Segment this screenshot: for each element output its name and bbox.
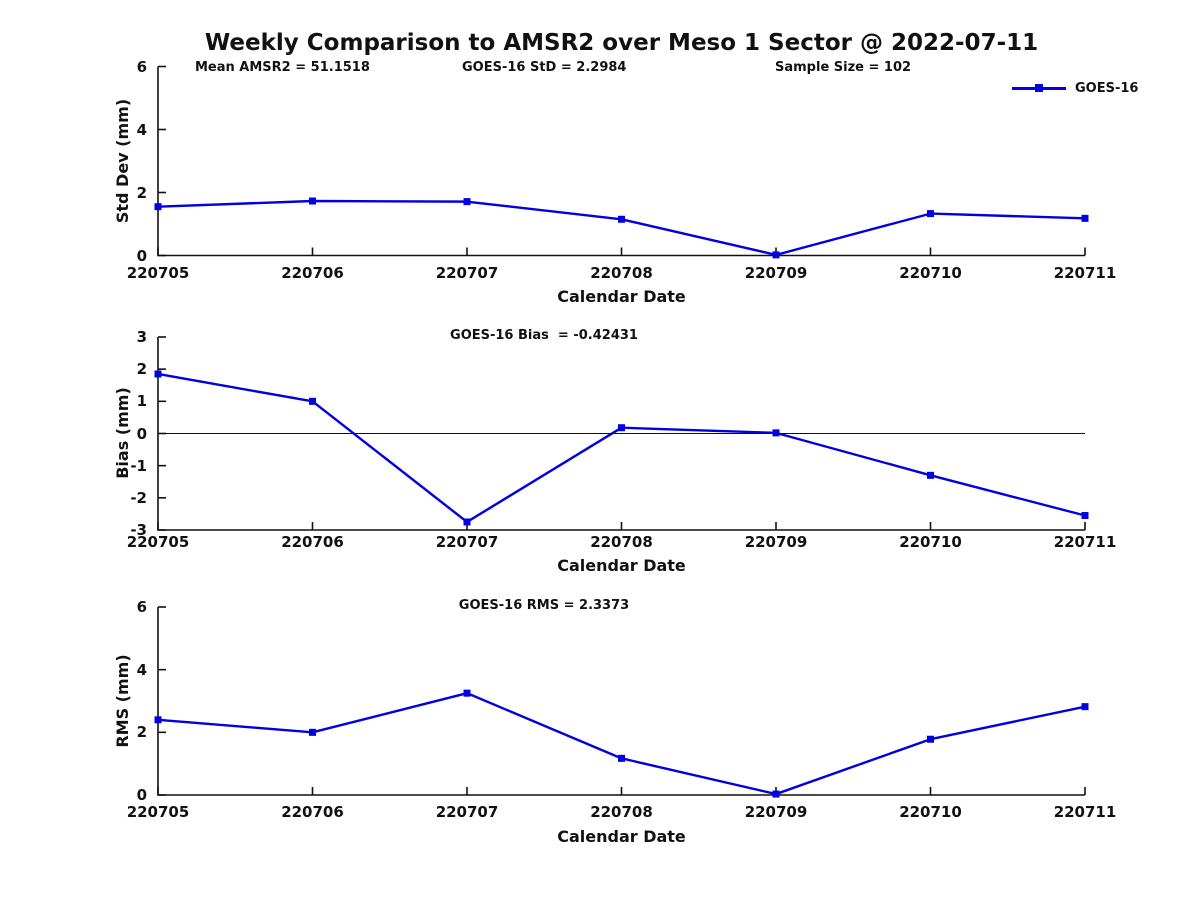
- data-point-marker: [772, 251, 780, 259]
- x-tick-label: 220711: [1053, 803, 1117, 821]
- data-point-marker: [154, 716, 162, 724]
- subplot-2-data-line: [156, 372, 1087, 524]
- x-tick-label: 220709: [744, 533, 808, 551]
- stat-mean-amsr2: Mean AMSR2 = 51.1518: [195, 60, 370, 75]
- data-point-marker: [772, 429, 780, 437]
- stddev-y-axis-label: Std Dev (mm): [113, 98, 132, 224]
- data-point-marker: [309, 197, 316, 205]
- data-point-marker: [463, 198, 471, 206]
- x-tick-label: 220710: [899, 264, 962, 282]
- subplot-3-data-line: [156, 691, 1087, 796]
- bias-subplot-title: GOES-16 Bias = -0.42431: [450, 328, 638, 343]
- x-tick-label: 220706: [281, 264, 344, 282]
- rms-x-axis-label: Calendar Date: [557, 827, 686, 846]
- x-tick-label: 220707: [435, 533, 499, 551]
- subplot-1-data-line: [156, 199, 1087, 257]
- data-point-marker: [309, 397, 316, 405]
- y-tick-label: 0: [136, 786, 147, 804]
- rms-y-axis-label: RMS (mm): [113, 654, 132, 748]
- y-tick-label: -3: [130, 521, 147, 539]
- figure-title: Weekly Comparison to AMSR2 over Meso 1 S…: [204, 30, 1039, 56]
- y-tick-label: 2: [136, 723, 147, 742]
- data-point-marker: [927, 471, 934, 479]
- legend-label: GOES-16: [1075, 80, 1139, 96]
- data-point-marker: [927, 210, 934, 218]
- data-point-marker: [618, 424, 625, 432]
- y-tick-label: 2: [136, 360, 147, 379]
- data-point-marker: [772, 790, 780, 798]
- x-tick-label: 220705: [126, 803, 190, 821]
- data-point-marker: [1081, 512, 1089, 520]
- x-tick-label: 220710: [899, 533, 962, 551]
- bias-x-axis-label: Calendar Date: [557, 556, 686, 575]
- y-tick-label: 6: [136, 598, 147, 616]
- y-tick-label: 3: [136, 328, 147, 346]
- x-tick-label: 220710: [899, 803, 962, 821]
- data-point-marker: [463, 518, 471, 526]
- x-tick-label: 220706: [281, 533, 344, 551]
- data-point-marker: [309, 728, 316, 736]
- legend: GOES-16: [1012, 80, 1138, 96]
- data-point-marker: [1081, 703, 1089, 711]
- stat-sample-size: Sample Size = 102: [775, 60, 912, 75]
- x-tick-label: 220709: [744, 264, 808, 282]
- stat-goes16-std: GOES-16 StD = 2.2984: [462, 60, 627, 75]
- y-tick-label: -1: [130, 456, 147, 475]
- y-tick-label: 2: [136, 183, 147, 202]
- stddev-x-axis-label: Calendar Date: [557, 287, 686, 306]
- legend-line-sample: [1012, 83, 1066, 92]
- y-tick-label: 6: [136, 57, 147, 76]
- x-tick-label: 220711: [1053, 533, 1117, 551]
- data-point-marker: [463, 689, 471, 697]
- x-tick-label: 220705: [126, 264, 190, 282]
- x-tick-label: 220707: [435, 803, 499, 821]
- subplot-1-axes-spines: [157, 66, 1085, 257]
- x-tick-label: 220706: [281, 803, 344, 821]
- y-tick-label: 0: [136, 424, 147, 443]
- x-tick-label: 220708: [590, 533, 653, 551]
- y-tick-label: 1: [136, 392, 147, 411]
- data-point-marker: [618, 754, 625, 762]
- legend-square-marker-icon: [1035, 83, 1043, 92]
- x-tick-label: 220705: [126, 533, 190, 551]
- y-tick-label: 4: [136, 660, 147, 679]
- subplot-3-axes-spines: [157, 607, 1085, 796]
- data-point-marker: [1081, 214, 1089, 222]
- data-point-marker: [927, 735, 934, 743]
- x-tick-label: 220708: [590, 264, 653, 282]
- y-tick-label: 0: [136, 246, 147, 265]
- data-point-marker: [154, 370, 162, 378]
- data-point-marker: [618, 215, 625, 223]
- y-tick-label: -2: [130, 488, 147, 507]
- data-point-marker: [154, 203, 162, 211]
- x-tick-label: 220711: [1053, 264, 1117, 282]
- y-tick-label: 4: [136, 120, 147, 139]
- x-tick-label: 220709: [744, 803, 808, 821]
- x-tick-label: 220708: [590, 803, 653, 821]
- rms-subplot-title: GOES-16 RMS = 2.3373: [458, 598, 630, 613]
- x-tick-label: 220707: [435, 264, 499, 282]
